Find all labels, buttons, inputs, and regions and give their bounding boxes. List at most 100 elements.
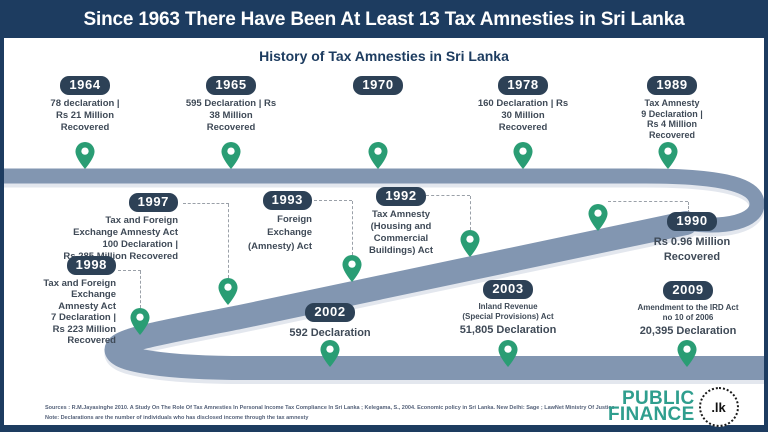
- dashed-connector: [470, 196, 471, 230]
- dashed-connector: [352, 201, 353, 255]
- chart-subtitle: History of Tax Amnesties in Sri Lanka: [259, 48, 509, 64]
- entry-line: Rs 4 Million: [646, 119, 697, 130]
- entry-line: Rs 285 Million Recovered: [63, 250, 178, 262]
- map-pin-icon-1978: [513, 142, 533, 169]
- entry-line: Tax and Foreign: [105, 215, 178, 226]
- entry-line: Rs 0.96 Million: [653, 236, 731, 248]
- entry-line: 38 Million: [209, 109, 253, 121]
- entry-line: (Housing and: [370, 220, 432, 232]
- entry-1989: 1989 Tax Amnesty 9 Declaration | Rs 4 Mi…: [612, 76, 732, 140]
- public-finance-logo: PUBLIC FINANCE .lk: [608, 387, 739, 427]
- year-badge-1993: 1993: [262, 191, 312, 210]
- entry-line: Exchange: [267, 227, 312, 239]
- dashed-connector: [140, 271, 141, 308]
- year-badge-2002: 2002: [305, 303, 355, 322]
- road-svg: [4, 168, 764, 384]
- year-badge-1998: 1998: [66, 256, 116, 275]
- entry-line: Rs 21 Million: [55, 109, 115, 121]
- entry-1970: 1970: [338, 76, 418, 98]
- sources-line: Sources : R.M.Jayasinghe 2010. A Study O…: [45, 405, 615, 411]
- entry-1993: 1993 Foreign Exchange (Amnesty) Act: [230, 191, 312, 253]
- entry-line: Recovered: [67, 334, 116, 346]
- year-badge-1997: 1997: [128, 193, 178, 212]
- note-line: Note: Declarations are the number of ind…: [45, 414, 309, 421]
- dashed-connector: [118, 270, 141, 271]
- entry-1978: 1978 160 Declaration | Rs 30 Million Rec…: [463, 76, 583, 134]
- entry-line: Tax and Foreign: [43, 278, 116, 289]
- map-pin-icon-1990: [588, 204, 608, 231]
- entry-line: no 10 of 2006: [662, 313, 714, 322]
- entry-2003: 2003 Inland Revenue (Special Provisions)…: [448, 280, 568, 337]
- year-badge-2009: 2009: [663, 281, 713, 300]
- entry-2002: 2002 592 Declaration: [275, 303, 385, 340]
- map-pin-icon-2003: [498, 340, 518, 367]
- year-badge-1992: 1992: [376, 187, 426, 206]
- entry-line: Recovered: [498, 121, 548, 133]
- entry-line: Recovered: [206, 121, 256, 133]
- map-pin-icon-1992: [460, 230, 480, 257]
- title-banner: Since 1963 There Have Been At Least 13 T…: [0, 0, 768, 38]
- entry-line: 100 Declaration |: [102, 238, 178, 250]
- map-pin-icon-1998: [130, 308, 150, 335]
- entry-line: 9 Declaration |: [641, 108, 703, 119]
- map-pin-icon-1964: [75, 142, 95, 169]
- year-badge-1990: 1990: [667, 212, 717, 231]
- dashed-connector: [688, 202, 689, 213]
- entry-line: Amnesty Act: [58, 300, 116, 312]
- entry-line: Inland Revenue: [478, 302, 538, 311]
- entry-1998: 1998 Tax and Foreign Exchange Amnesty Ac…: [16, 256, 116, 346]
- entry-line: 7 Declaration |: [51, 312, 116, 324]
- entry-line: Commercial: [373, 232, 429, 244]
- dashed-connector: [426, 195, 470, 196]
- entry-line: 30 Million: [501, 109, 545, 121]
- entry-line: Recovered: [648, 129, 696, 140]
- entry-1964: 1964 78 declaration | Rs 21 Million Reco…: [25, 76, 145, 134]
- dashed-connector: [608, 201, 688, 202]
- entry-line: (Special Provisions) Act: [462, 312, 554, 321]
- dashed-connector: [183, 203, 229, 204]
- entry-line: Recovered: [663, 251, 721, 264]
- entry-line: 20,395 Declaration: [639, 325, 737, 337]
- map-pin-icon-2002: [320, 340, 340, 367]
- entry-line: 78 declaration |: [50, 98, 120, 109]
- entry-line: Tax Amnesty: [371, 209, 431, 220]
- lk-stamp-icon: .lk: [698, 387, 739, 427]
- year-badge-1978: 1978: [498, 76, 548, 95]
- map-pin-icon-1989: [658, 142, 678, 169]
- year-badge-1964: 1964: [60, 76, 110, 95]
- year-badge-1989: 1989: [647, 76, 697, 95]
- logo-line1: PUBLIC: [622, 388, 695, 409]
- dashed-connector: [228, 204, 229, 278]
- entry-1992: 1992 Tax Amnesty (Housing and Commercial…: [355, 187, 447, 257]
- entry-line: 160 Declaration | Rs: [477, 98, 569, 109]
- entry-line: Exchange: [71, 289, 116, 301]
- logo-wordmark: PUBLIC FINANCE: [608, 388, 695, 425]
- year-badge-2003: 2003: [483, 280, 533, 299]
- entry-2009: 2009 Amendment to the IRD Act no 10 of 2…: [627, 281, 749, 338]
- logo-line2: FINANCE: [608, 404, 695, 425]
- entry-line: 595 Declaration | Rs: [185, 98, 277, 109]
- map-pin-icon-1965: [221, 142, 241, 169]
- entry-1965: 1965 595 Declaration | Rs 38 Million Rec…: [171, 76, 291, 134]
- map-pin-icon-1993: [342, 255, 362, 282]
- source-note: Sources : R.M.Jayasinghe 2010. A Study O…: [45, 404, 620, 423]
- dashed-connector: [314, 200, 352, 201]
- map-pin-icon-1997: [218, 278, 238, 305]
- year-badge-1965: 1965: [206, 76, 256, 95]
- entry-line: Recovered: [60, 121, 110, 133]
- entry-line: 592 Declaration: [289, 327, 371, 339]
- entry-line: Rs 223 Million: [52, 323, 116, 335]
- timeline-road: [4, 38, 764, 425]
- map-pin-icon-2009: [677, 340, 697, 367]
- entry-1997: 1997 Tax and Foreign Exchange Amnesty Ac…: [28, 193, 178, 263]
- entry-line: Tax Amnesty: [644, 98, 700, 108]
- entry-1990: 1990 Rs 0.96 Million Recovered: [637, 212, 747, 265]
- entry-line: 51,805 Declaration: [459, 324, 557, 336]
- road-surface: [4, 168, 764, 380]
- entry-line: Amendment to the IRD Act: [637, 303, 739, 312]
- map-pin-icon-1970: [368, 142, 388, 169]
- entry-line: Foreign: [277, 214, 312, 225]
- entry-line: Buildings) Act: [368, 244, 434, 256]
- entry-line: Exchange Amnesty Act: [73, 226, 178, 238]
